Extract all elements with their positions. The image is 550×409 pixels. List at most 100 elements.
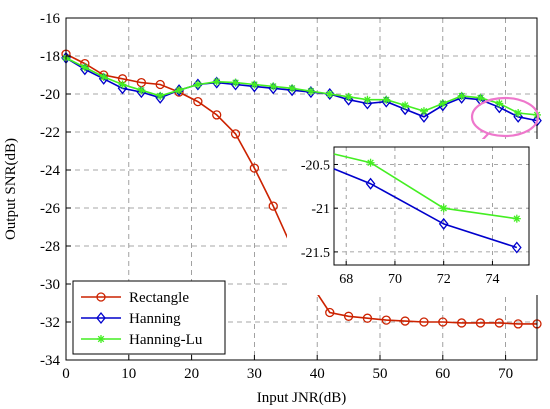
data-point-hanning-lu — [137, 86, 146, 95]
data-point-hanning-lu — [325, 90, 334, 98]
y-tick-label: -22 — [40, 125, 60, 141]
y-tick-label: -28 — [40, 239, 60, 255]
data-point-rectangle — [249, 163, 260, 173]
x-tick-label: 10 — [121, 366, 136, 382]
data-point-rectangle — [155, 79, 165, 90]
data-point-hanning-lu — [476, 93, 485, 102]
highlight-ellipse — [470, 96, 540, 138]
data-point-hanning — [211, 76, 222, 89]
data-point-hanning-lu — [288, 84, 297, 93]
inset-series-hanning-lu — [333, 153, 521, 223]
data-point-hanning-lu — [419, 107, 428, 116]
inset-x-tick-label: 74 — [485, 272, 499, 287]
data-point-hanning-lu — [193, 80, 202, 89]
data-point-hanning-lu — [344, 92, 353, 101]
y-tick-label: -34 — [40, 353, 60, 369]
y-tick-label: -16 — [40, 11, 60, 27]
data-point-rectangle — [381, 315, 391, 325]
data-point-hanning-lu — [156, 91, 165, 100]
inset-y-tick-label: -20.5 — [301, 158, 330, 173]
data-point-hanning — [419, 110, 429, 123]
inset-series-hanning — [333, 168, 522, 254]
data-point-hanning-lu — [363, 95, 372, 104]
y-tick-label: -18 — [40, 49, 60, 65]
inset-data-point-hanning-lu — [366, 158, 375, 167]
data-point-hanning-lu — [99, 72, 108, 81]
data-point-rectangle — [438, 317, 448, 327]
data-point-rectangle — [513, 319, 523, 329]
legend-label: Hanning-Lu — [129, 332, 203, 348]
data-point-rectangle — [230, 129, 241, 139]
data-point-rectangle — [268, 201, 278, 211]
data-point-rectangle — [475, 318, 486, 328]
x-tick-label: 70 — [498, 366, 513, 382]
inset-series-line-hanning-lu — [333, 153, 517, 220]
legend-entry-hanning: Hanning — [81, 311, 181, 327]
inset-x-tick-label: 72 — [437, 272, 451, 287]
inset-series-line-hanning — [333, 168, 518, 249]
legend-label: Rectangle — [129, 290, 189, 306]
data-point-hanning-lu — [438, 99, 447, 108]
data-point-hanning-lu — [80, 63, 89, 72]
x-tick-label: 60 — [435, 366, 450, 382]
series-line-hanning-lu — [65, 57, 538, 116]
inset-data-point-hanning-lu — [439, 204, 448, 213]
data-point-hanning-lu — [401, 101, 410, 110]
inset-background — [287, 139, 538, 295]
y-tick-label: -26 — [40, 201, 60, 217]
y-tick-label: -30 — [40, 277, 60, 293]
x-tick-label: 0 — [62, 366, 70, 382]
axis-ticks: 0 10 20 30 40 50 60 70 -34 -32 -30 -28 -26 -24 -22 -20 -… — [40, 11, 513, 382]
x-tick-label: 50 — [373, 366, 388, 382]
y-axis-label: Output SNR(dB) — [3, 138, 19, 240]
data-point-hanning-lu — [250, 80, 259, 89]
data-point-rectangle — [212, 110, 222, 120]
data-point-hanning-lu — [457, 91, 466, 100]
data-point-rectangle — [343, 311, 354, 321]
legend-entry-rectangle: Rectangle — [81, 290, 189, 306]
y-tick-label: -20 — [40, 87, 60, 103]
inset-y-tick-label: -21 — [311, 202, 330, 217]
y-tick-label: -24 — [40, 163, 60, 179]
data-point-hanning — [324, 87, 335, 101]
data-point-hanning-lu — [118, 80, 127, 89]
inset-data-point-hanning — [438, 217, 449, 230]
data-point-hanning-lu — [231, 78, 240, 87]
data-point-rectangle — [400, 316, 410, 326]
x-tick-label: 40 — [310, 366, 325, 382]
inset-x-tick-label: 68 — [339, 272, 353, 287]
data-point-hanning — [174, 84, 184, 97]
inset-data-point-hanning-lu — [512, 214, 521, 223]
data-point-hanning-lu — [306, 87, 315, 96]
data-point-rectangle — [456, 318, 467, 328]
legend-label: Hanning — [129, 311, 181, 327]
data-point-hanning-lu — [175, 86, 184, 95]
legend-marker — [96, 292, 106, 302]
data-point-rectangle — [362, 313, 373, 323]
data-point-hanning-lu — [382, 95, 391, 104]
data-point-hanning-lu — [212, 77, 221, 86]
legend-marker — [96, 311, 106, 325]
legend-marker — [97, 335, 105, 343]
data-point-rectangle — [325, 307, 335, 318]
data-point-hanning-lu — [495, 99, 504, 108]
x-tick-label: 30 — [247, 366, 262, 382]
data-point-rectangle — [494, 318, 504, 328]
inset-x-tick-label: 70 — [388, 272, 402, 287]
inset-frame — [333, 146, 530, 266]
x-axis-label: Input JNR(dB) — [257, 390, 347, 406]
inset-y-tick-label: -21.5 — [301, 246, 330, 261]
inset-zoom: 68 70 72 74 -20.5 -21 -21.5 — [287, 139, 538, 295]
y-tick-label: -32 — [40, 315, 60, 331]
inset-data-point-hanning — [511, 241, 522, 254]
data-point-rectangle — [419, 317, 429, 327]
x-tick-label: 20 — [184, 366, 199, 382]
data-point-hanning — [193, 78, 203, 91]
inset-data-point-hanning — [365, 177, 376, 190]
data-point-hanning-lu — [514, 109, 523, 117]
data-point-rectangle — [193, 96, 203, 107]
legend-entry-hanning-lu: Hanning-Lu — [81, 332, 203, 348]
data-point-hanning-lu — [269, 82, 278, 91]
legend: Rectangle Hanning Hanning-Lu — [72, 280, 226, 355]
